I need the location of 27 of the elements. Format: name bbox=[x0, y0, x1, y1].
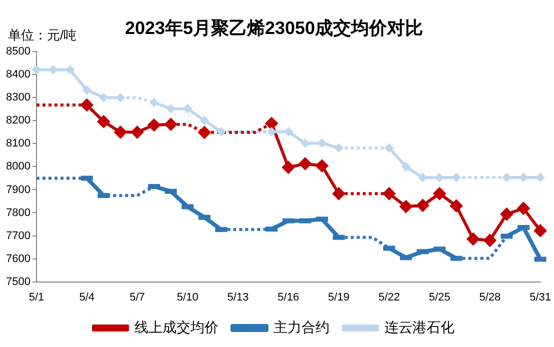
y-tick-label: 8400 bbox=[6, 68, 30, 81]
y-tick-label: 8000 bbox=[6, 160, 30, 173]
legend-label: 线上成交均价 bbox=[134, 318, 218, 335]
y-tick-label: 7900 bbox=[6, 184, 30, 196]
x-tick-label: 5/22 bbox=[378, 291, 400, 304]
chart-title: 2023年5月聚乙烯23050成交均价对比 bbox=[124, 18, 424, 38]
legend-label: 连云港石化 bbox=[384, 318, 454, 335]
y-tick-label: 7600 bbox=[6, 252, 30, 265]
x-tick-label: 5/7 bbox=[130, 291, 145, 304]
y-tick-label: 8500 bbox=[6, 46, 30, 58]
y-tick-label: 8300 bbox=[6, 92, 30, 104]
x-tick-label: 5/28 bbox=[479, 291, 501, 304]
y-tick-label: 8200 bbox=[6, 114, 30, 127]
x-tick-label: 5/4 bbox=[79, 291, 94, 304]
x-tick-label: 5/1 bbox=[28, 291, 44, 304]
x-tick-label: 5/19 bbox=[328, 291, 350, 304]
x-tick-label: 5/10 bbox=[176, 291, 198, 304]
y-tick-label: 8100 bbox=[6, 138, 30, 150]
legend-label: 主力合约 bbox=[274, 318, 330, 335]
y-tick-label: 7700 bbox=[6, 230, 30, 242]
x-tick-label: 5/31 bbox=[530, 291, 552, 304]
y-axis-title: 单位：元/吨 bbox=[8, 28, 77, 43]
x-tick-label: 5/25 bbox=[428, 291, 450, 304]
y-tick-label: 7800 bbox=[6, 206, 30, 219]
x-tick-label: 5/13 bbox=[227, 291, 249, 304]
x-tick-label: 5/16 bbox=[278, 291, 300, 304]
y-tick-label: 7500 bbox=[6, 276, 30, 288]
